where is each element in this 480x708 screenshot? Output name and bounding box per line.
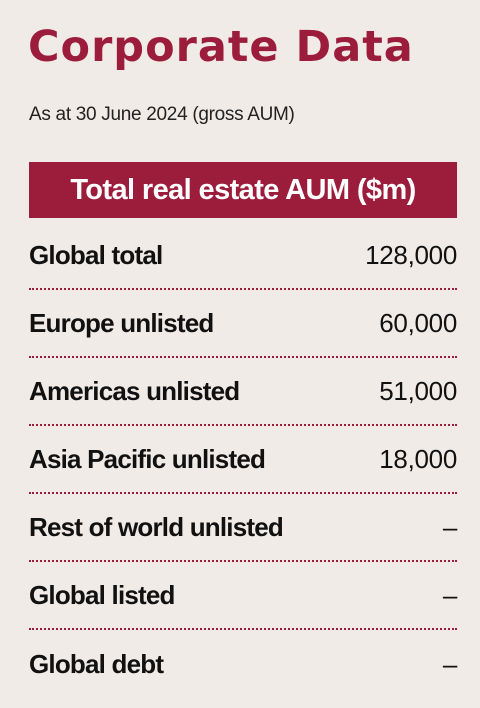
row-label: Americas unlisted	[29, 375, 240, 406]
table-row: Rest of world unlisted –	[29, 494, 457, 562]
row-value: 60,000	[379, 307, 457, 338]
row-value: 128,000	[365, 239, 457, 270]
table-row: Global total 128,000	[29, 222, 457, 290]
page-title: Corporate Data	[28, 22, 414, 72]
row-value: –	[442, 511, 457, 542]
table-row: Global debt –	[29, 630, 457, 698]
table-row: Global listed –	[29, 562, 457, 630]
table-row: Europe unlisted 60,000	[29, 290, 457, 358]
row-value: –	[442, 579, 457, 610]
row-label: Asia Pacific unlisted	[29, 443, 266, 474]
row-label: Global listed	[29, 579, 175, 610]
row-value: 18,000	[379, 443, 457, 474]
row-label: Rest of world unlisted	[29, 511, 284, 542]
table-row: Asia Pacific unlisted 18,000	[29, 426, 457, 494]
row-label: Europe unlisted	[29, 307, 214, 338]
table-row: Americas unlisted 51,000	[29, 358, 457, 426]
row-label: Global total	[29, 239, 163, 270]
data-table: Global total 128,000 Europe unlisted 60,…	[29, 222, 457, 698]
row-value: –	[442, 648, 457, 679]
row-value: 51,000	[379, 375, 457, 406]
table-banner: Total real estate AUM ($m)	[29, 162, 457, 218]
row-label: Global debt	[29, 648, 164, 679]
page-subtitle: As at 30 June 2024 (gross AUM)	[29, 104, 295, 125]
